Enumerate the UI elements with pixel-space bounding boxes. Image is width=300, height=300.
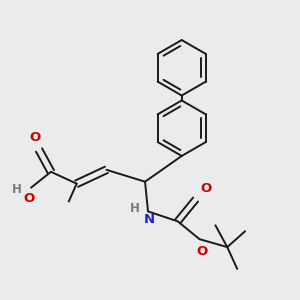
Text: O: O	[29, 131, 41, 144]
Text: H: H	[12, 183, 22, 196]
Text: O: O	[196, 245, 207, 258]
Text: O: O	[23, 192, 35, 205]
Text: H: H	[130, 202, 140, 215]
Text: O: O	[200, 182, 212, 195]
Text: N: N	[143, 213, 155, 226]
